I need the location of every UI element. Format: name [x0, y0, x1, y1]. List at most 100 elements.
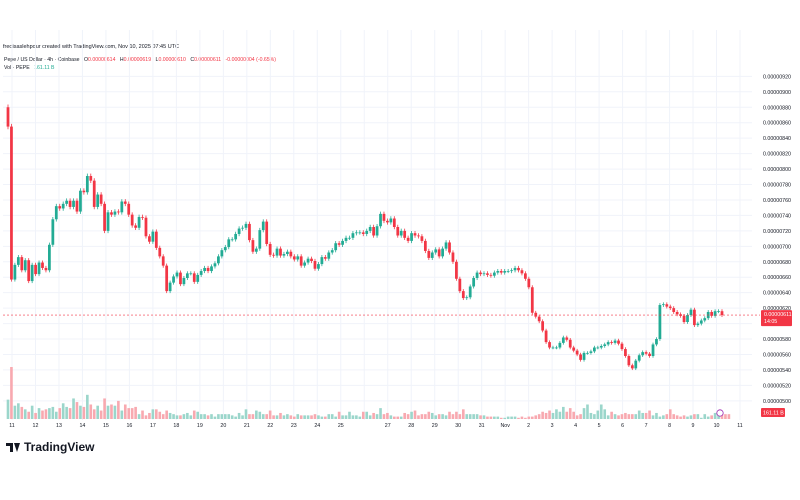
candle [693, 309, 696, 326]
volume-bar [434, 415, 438, 419]
candle [137, 216, 141, 228]
candle [20, 257, 24, 271]
volume-bar [506, 416, 510, 419]
candle [675, 311, 679, 315]
candle [406, 237, 410, 241]
volume-bar [524, 417, 527, 419]
volume-bar [537, 414, 541, 419]
candle [334, 243, 338, 251]
x-tick-label: 18 [173, 423, 179, 429]
volume-bar [710, 415, 713, 419]
volume-bar [44, 409, 48, 419]
volume-bar [213, 416, 217, 419]
candle [199, 271, 203, 275]
candle [310, 258, 313, 261]
candle [323, 257, 327, 259]
candle [337, 243, 341, 245]
x-tick-label: 25 [338, 423, 344, 429]
candle [575, 350, 579, 355]
candle [244, 223, 248, 228]
y-tick-label: 0.00000660 [763, 275, 791, 281]
candle [354, 232, 358, 234]
candle [30, 264, 34, 282]
candle [565, 337, 569, 340]
volume-bar [479, 415, 482, 419]
volume-bar [258, 411, 262, 419]
volume-bar [172, 414, 175, 419]
volume-bar [713, 412, 717, 419]
volume-bar [465, 414, 469, 419]
candle [92, 180, 96, 207]
candle [234, 233, 238, 240]
candle [668, 306, 672, 309]
candle [299, 256, 303, 266]
volume-bar [17, 403, 20, 419]
candle [651, 344, 655, 357]
candle [348, 237, 351, 239]
volume-bar [223, 414, 227, 419]
candle [596, 347, 600, 349]
volume-bar [658, 416, 662, 419]
volume-bar [599, 404, 603, 419]
volume-bar [551, 412, 555, 419]
candle [72, 200, 75, 207]
candle [220, 250, 224, 257]
candle [127, 203, 131, 215]
volume-bar [310, 415, 313, 419]
volume-bar [568, 408, 572, 419]
volume-bar [624, 412, 627, 419]
volume-bar [689, 415, 693, 419]
volume-bar [230, 415, 234, 419]
candle [610, 342, 614, 343]
y-tick-label: 0.00000900 [763, 90, 791, 96]
volume-bar [368, 415, 372, 419]
candle [372, 227, 376, 236]
candle [396, 227, 400, 236]
candle [703, 318, 707, 321]
volume-bar [699, 417, 703, 419]
volume-bar [72, 398, 75, 419]
volume-bar [151, 409, 155, 419]
candle [296, 256, 300, 260]
candle [227, 239, 231, 248]
volume-bar [420, 414, 424, 419]
x-tick-label: 6 [621, 423, 624, 429]
candle [113, 211, 117, 215]
candle [492, 272, 496, 276]
volume-bar [724, 414, 727, 419]
volume-label[interactable]: Vol · PEPE [4, 65, 30, 71]
candle [520, 270, 524, 274]
candle [637, 355, 641, 361]
change-value: -0.00000004 (-0.65%) [225, 57, 277, 63]
candle [103, 203, 106, 231]
volume-bar [572, 411, 575, 419]
y-tick-label: 0.00000760 [763, 198, 791, 204]
tradingview-brand[interactable]: TradingView [6, 440, 94, 454]
candle [237, 228, 241, 234]
candle [106, 212, 110, 231]
candle [148, 236, 151, 242]
volume-bar [555, 409, 558, 419]
volume-bar [137, 414, 141, 419]
candle [413, 233, 417, 236]
candle [313, 260, 317, 269]
candle [79, 190, 82, 212]
volume-bar [106, 405, 110, 419]
volume-bar [41, 410, 44, 419]
candle [161, 256, 165, 266]
x-tick-label: 19 [197, 423, 203, 429]
candle [27, 260, 31, 282]
candle [475, 272, 479, 278]
x-tick-label: 9 [692, 423, 695, 429]
volume-bar [217, 414, 220, 419]
volume-bar [648, 410, 651, 419]
volume-bar [361, 411, 365, 419]
brand-name: TradingView [24, 440, 95, 454]
countdown-label: 14:05 [764, 319, 777, 325]
candle [641, 352, 645, 356]
symbol-name[interactable]: Pepe / US Dollar · 4h · Coinbase [4, 57, 80, 63]
volume-bar [593, 414, 596, 419]
candle [461, 291, 465, 299]
symbol-legend: Pepe / US Dollar · 4h · Coinbase O0.0000… [4, 57, 276, 63]
